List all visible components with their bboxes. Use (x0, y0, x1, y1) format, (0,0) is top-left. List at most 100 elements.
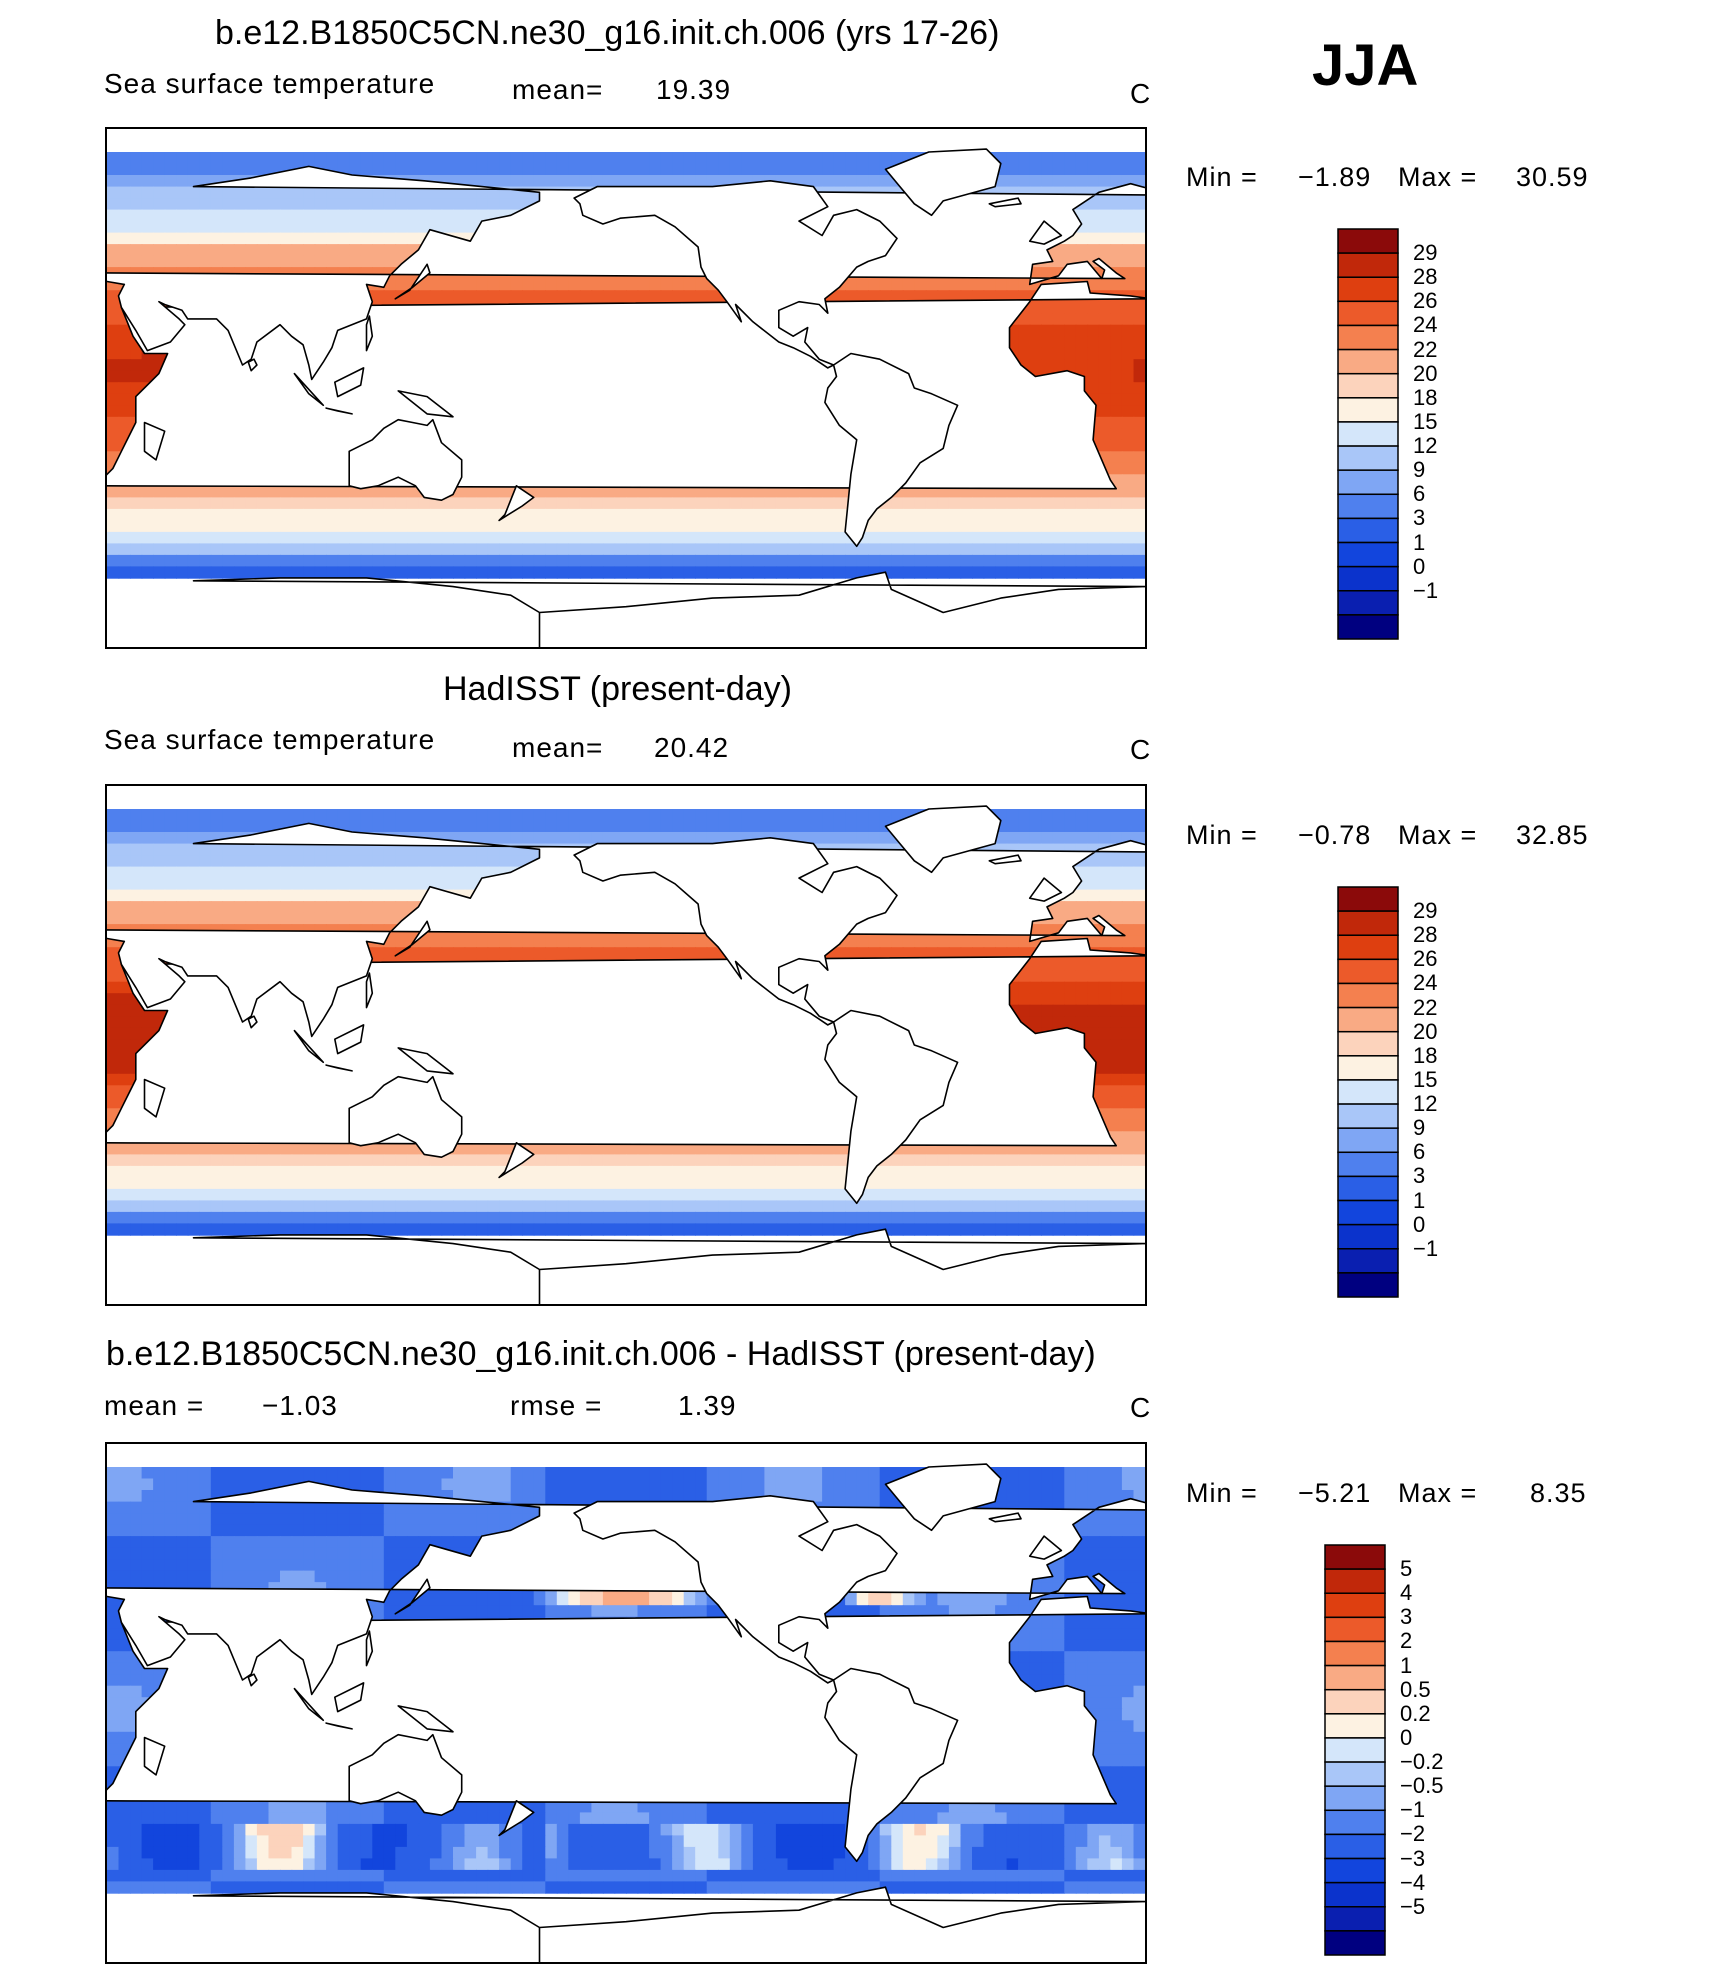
coastline (293, 1687, 325, 1722)
colorbar-tick-label: 22 (1413, 336, 1438, 362)
panel3-rmse-value: 1.39 (678, 1390, 737, 1421)
coastline (824, 1009, 959, 1205)
colorbar-tick-label: 0.2 (1400, 1700, 1431, 1726)
coastline (573, 180, 898, 369)
colorbar-tick-label: 18 (1413, 1042, 1438, 1068)
coastline (397, 1047, 454, 1075)
colorbar-swatch (1324, 1785, 1386, 1812)
colorbar-tick-label: 5 (1400, 1556, 1413, 1582)
coastline (1028, 1535, 1063, 1560)
colorbar-swatch (1337, 276, 1399, 303)
colorbar-swatch (1337, 541, 1399, 568)
colorbar-swatch (1324, 1833, 1386, 1860)
coastline (498, 1142, 535, 1179)
colorbar-swatch (1324, 1857, 1386, 1884)
colorbar-tick-label: 9 (1413, 457, 1426, 483)
coastline (884, 1463, 1002, 1532)
colorbar-tick-label: −5 (1400, 1893, 1426, 1919)
coastline (293, 1029, 325, 1064)
colorbar-tick-label: −0.5 (1400, 1773, 1444, 1799)
colorbar-swatch (1337, 1103, 1399, 1129)
colorbar-swatch (1337, 1030, 1399, 1057)
colorbar-swatch (1337, 1272, 1399, 1298)
panel1-variable: Sea surface temperature (104, 68, 436, 99)
colorbar-swatch (1337, 228, 1399, 254)
colorbar-tick-label: 1 (1400, 1652, 1413, 1678)
coastline (107, 822, 1145, 1038)
colorbar-swatch (1337, 565, 1399, 592)
colorbar-swatch (1337, 372, 1399, 399)
panel2-title: HadISST (present-day) (443, 670, 792, 708)
coastline (247, 1673, 258, 1687)
panel3-max-value: 8.35 (1530, 1478, 1587, 1508)
colorbar-tick-label: 20 (1413, 1018, 1438, 1044)
colorbar-swatch (1337, 252, 1399, 278)
colorbar-swatch (1337, 1223, 1399, 1250)
colorbar-swatch (1324, 1906, 1386, 1932)
coastline (394, 1578, 431, 1615)
coastline (325, 407, 353, 415)
coastline (325, 1722, 353, 1730)
colorbar-swatch (1324, 1688, 1386, 1715)
panel1-title: b.e12.B1850C5CN.ne30_g16.init.ch.006 (yr… (215, 14, 1000, 52)
colorbar-tick-label: 28 (1413, 264, 1438, 290)
colorbar-swatch (1337, 421, 1399, 447)
colorbar-swatch (1337, 1248, 1399, 1274)
colorbar-swatch (1337, 1127, 1399, 1154)
panel3-title: b.e12.B1850C5CN.ne30_g16.init.ch.006 - H… (106, 1335, 1096, 1373)
colorbar-swatch (1337, 886, 1399, 912)
panel3-rmse-label: rmse = (510, 1390, 603, 1421)
coastline (334, 1024, 365, 1055)
coastline (988, 197, 1022, 208)
coastline (365, 972, 374, 1009)
coastline (988, 1512, 1022, 1523)
panel1-min-value: −1.89 (1298, 162, 1372, 192)
coastline (988, 854, 1022, 865)
colorbar-tick-label: 0 (1413, 1211, 1426, 1237)
colorbar-tick-label: 26 (1413, 946, 1438, 972)
colorbar-tick-label: 9 (1413, 1115, 1426, 1141)
panel2-max-value: 32.85 (1516, 820, 1589, 850)
colorbar-swatch (1324, 1544, 1386, 1570)
colorbar-tick-label: −2 (1400, 1821, 1426, 1847)
panel3-max-label: Max = (1398, 1478, 1478, 1508)
coastline (498, 485, 535, 522)
panel1-min-label: Min = (1186, 162, 1258, 192)
coastline (143, 1736, 166, 1776)
coastline (573, 1495, 898, 1684)
coastline (334, 367, 365, 398)
colorbar-tick-label: 15 (1413, 1066, 1438, 1092)
coastline (192, 1886, 1145, 1962)
coastline (107, 165, 1145, 381)
colorbar-swatch (1337, 1006, 1399, 1033)
colorbar-swatch (1337, 493, 1399, 520)
panel2-units: C (1130, 734, 1152, 765)
colorbar-tick-label: 4 (1400, 1580, 1413, 1606)
coastline (334, 1682, 365, 1713)
colorbar-tick-label: −1 (1413, 1235, 1439, 1261)
colorbar-swatch (1324, 1592, 1386, 1619)
colorbar-swatch (1337, 590, 1399, 616)
coastline (397, 390, 454, 418)
coastline (397, 1705, 454, 1733)
colorbar-swatch (1337, 469, 1399, 496)
coastline (824, 1667, 959, 1863)
colorbar-swatch (1337, 1079, 1399, 1105)
colorbar-tick-label: 12 (1413, 1091, 1438, 1117)
colorbar-swatch (1337, 1199, 1399, 1226)
colorbar-tick-label: 1 (1413, 1187, 1426, 1213)
coastline (884, 805, 1002, 874)
colorbar-swatch (1337, 348, 1399, 375)
coastline (247, 1015, 258, 1029)
colorbar-swatch (1337, 910, 1399, 936)
colorbar-swatch (1337, 324, 1399, 351)
colorbar-tick-label: 2 (1400, 1628, 1413, 1654)
coastline (192, 1228, 1145, 1304)
colorbar-swatch (1337, 934, 1399, 961)
colorbar-swatch (1337, 445, 1399, 471)
colorbar-tick-label: 15 (1413, 408, 1438, 434)
colorbar-swatch (1337, 1175, 1399, 1202)
colorbar-tick-label: 28 (1413, 922, 1438, 948)
colorbar-tick-label: −1 (1413, 577, 1439, 603)
colorbar-tick-label: 6 (1413, 481, 1426, 507)
